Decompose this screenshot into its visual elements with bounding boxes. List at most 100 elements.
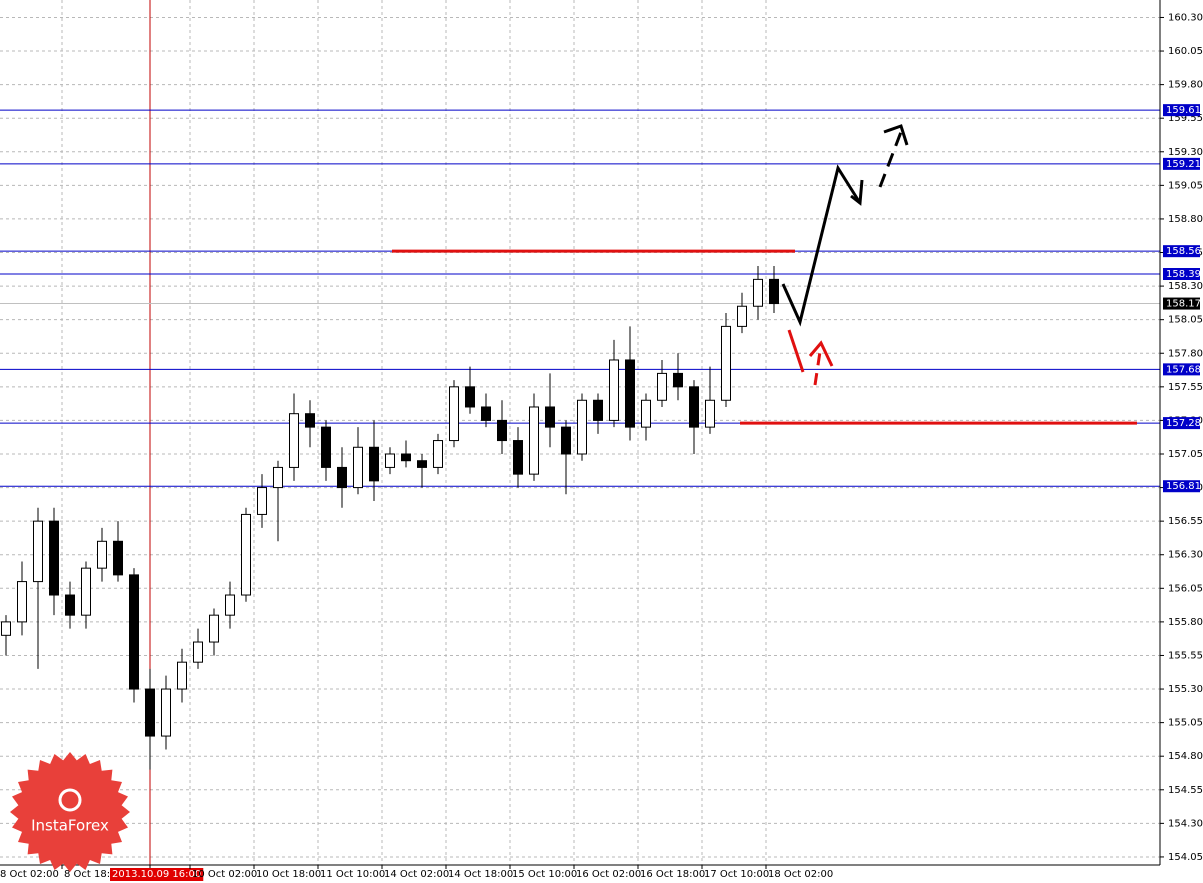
level-label: 157.68 bbox=[1166, 364, 1201, 375]
candle-body bbox=[305, 413, 315, 428]
candle-body bbox=[337, 466, 347, 489]
y-tick-label: 160.30 bbox=[1168, 12, 1203, 23]
level-label-bg bbox=[1163, 104, 1200, 117]
candle-body bbox=[209, 614, 219, 643]
y-tick-label: 157.80 bbox=[1168, 348, 1203, 359]
level-label: 159.21 bbox=[1166, 159, 1201, 170]
candle-body bbox=[593, 399, 603, 421]
candle-body bbox=[321, 426, 331, 468]
x-tick-label: 8 Oct 18:00 bbox=[64, 869, 123, 880]
x-tick-label: 14 Oct 18:00 bbox=[448, 869, 513, 880]
level-label: 159.61 bbox=[1166, 105, 1201, 116]
y-tick-label: 158.80 bbox=[1168, 214, 1203, 225]
candle-body bbox=[97, 540, 107, 569]
logo: InstaForex bbox=[10, 752, 130, 872]
logo-icon bbox=[58, 788, 82, 812]
x-tick-label: 10 Oct 02:00 bbox=[192, 869, 257, 880]
level-label: 156.81 bbox=[1166, 481, 1201, 492]
candle-body bbox=[737, 305, 747, 327]
candle-body bbox=[401, 453, 411, 462]
y-tick-label: 159.80 bbox=[1168, 80, 1203, 91]
x-tick-label: 17 Oct 10:00 bbox=[704, 869, 769, 880]
candle-body bbox=[161, 688, 171, 737]
y-tick-label: 155.80 bbox=[1168, 617, 1203, 628]
y-tick-label: 160.05 bbox=[1168, 46, 1203, 57]
candle-body bbox=[193, 641, 203, 663]
level-label-bg bbox=[1163, 245, 1200, 258]
y-tick-label: 157.55 bbox=[1168, 382, 1203, 393]
candle-body bbox=[577, 399, 587, 455]
level-label-bg bbox=[1163, 363, 1200, 376]
arrow-head bbox=[850, 179, 864, 206]
arrow-head bbox=[808, 340, 834, 367]
x-tick-label: 14 Oct 02:00 bbox=[384, 869, 449, 880]
candle-body bbox=[433, 440, 443, 468]
price-label: 158.17 bbox=[1166, 299, 1201, 310]
candle-body bbox=[721, 325, 731, 401]
candle-body bbox=[689, 386, 699, 428]
forecast-path-dashed bbox=[878, 131, 903, 188]
y-tick-label: 156.55 bbox=[1168, 516, 1203, 527]
candle-body bbox=[17, 581, 27, 623]
candle-body bbox=[497, 419, 507, 442]
candle-body bbox=[145, 688, 155, 737]
candle-body bbox=[289, 413, 299, 468]
cursor-label-bg bbox=[110, 868, 204, 881]
level-label-bg bbox=[1163, 480, 1200, 493]
y-tick-label: 156.05 bbox=[1168, 583, 1203, 594]
candle-body bbox=[641, 399, 651, 428]
level-label-bg bbox=[1163, 157, 1200, 170]
candle-body bbox=[657, 372, 667, 401]
candle-body bbox=[529, 406, 539, 475]
candle-body bbox=[273, 466, 283, 489]
candle-body bbox=[417, 460, 427, 468]
y-tick-label: 158.30 bbox=[1168, 281, 1203, 292]
candle-body bbox=[369, 446, 379, 482]
level-label: 158.56 bbox=[1166, 246, 1201, 257]
y-tick-label: 158.05 bbox=[1168, 315, 1203, 326]
candle-body bbox=[609, 359, 619, 421]
y-tick-label: 154.30 bbox=[1168, 818, 1203, 829]
cursor-label: 2013.10.09 16:00 bbox=[112, 869, 201, 880]
candle-body bbox=[481, 406, 491, 421]
arrow-head bbox=[883, 124, 909, 146]
candle-body bbox=[545, 406, 555, 428]
candle-body bbox=[65, 594, 75, 616]
x-tick-label: 15 Oct 10:00 bbox=[512, 869, 577, 880]
logo-text: InstaForex bbox=[31, 817, 109, 835]
x-tick-label: 16 Oct 18:00 bbox=[640, 869, 705, 880]
candle-body bbox=[49, 520, 59, 596]
x-tick-label: 10 Oct 18:00 bbox=[256, 869, 321, 880]
candle-body bbox=[113, 540, 123, 576]
level-label: 158.39 bbox=[1166, 269, 1201, 280]
candle-body bbox=[1, 621, 11, 636]
candles bbox=[1, 265, 779, 770]
y-tick-label: 155.55 bbox=[1168, 650, 1203, 661]
y-tick-label: 156.30 bbox=[1168, 550, 1203, 561]
candle-body bbox=[513, 440, 523, 475]
candle-body bbox=[241, 513, 251, 596]
candle-body bbox=[705, 399, 715, 428]
logo-badge bbox=[10, 752, 130, 872]
candle-body bbox=[625, 359, 635, 428]
x-tick-label: 8 Oct 02:00 bbox=[0, 869, 59, 880]
forecast-arrows bbox=[781, 124, 909, 386]
candle-body bbox=[129, 574, 139, 690]
candle-body bbox=[353, 446, 363, 489]
y-tick-label: 159.55 bbox=[1168, 113, 1203, 124]
candle-body bbox=[33, 520, 43, 583]
y-tick-label: 159.30 bbox=[1168, 147, 1203, 158]
levels bbox=[0, 109, 1160, 487]
candle-body bbox=[225, 594, 235, 616]
y-tick-label: 159.05 bbox=[1168, 180, 1203, 191]
y-tick-label: 155.30 bbox=[1168, 684, 1203, 695]
candle-body bbox=[769, 278, 779, 305]
y-tick-label: 154.55 bbox=[1168, 785, 1203, 796]
candle-body bbox=[465, 386, 475, 408]
candle-body bbox=[385, 453, 395, 468]
candle-body bbox=[449, 386, 459, 442]
candle-body bbox=[257, 487, 267, 515]
axis-labels: 154.05 154.30 154.55 154.80 155.05 155.30 155.… bbox=[0, 12, 1203, 881]
